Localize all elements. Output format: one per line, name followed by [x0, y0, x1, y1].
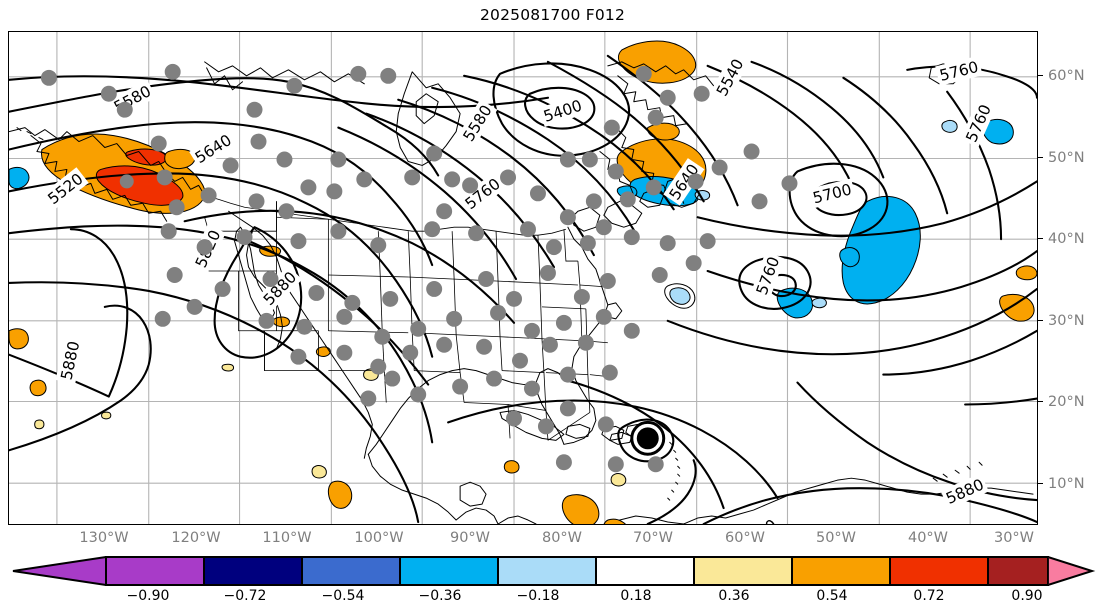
- cbar-label-4: −0.18: [516, 588, 560, 604]
- lat-tick-label-30n: 30°N: [1048, 313, 1085, 329]
- lat-tick-label-60n: 60°N: [1048, 68, 1085, 84]
- cbar-label-5: 0.18: [620, 588, 652, 604]
- cyclone-center-marker: [630, 420, 666, 456]
- lon-tick-label-30w: 30°W: [993, 530, 1035, 546]
- colorbar-segment-4: [399, 556, 499, 586]
- lon-tick-label-60w: 60°W: [724, 530, 766, 546]
- lon-tick-label-110w: 110°W: [262, 530, 312, 546]
- lon-tick-label-100w: 100°W: [354, 530, 404, 546]
- cbar-label-6: 0.36: [718, 588, 750, 604]
- lat-tick-label-40n: 40°N: [1048, 231, 1085, 247]
- lon-tick-label-40w: 40°W: [907, 530, 949, 546]
- lon-tick-label-70w: 70°W: [632, 530, 674, 546]
- colorbar-segment-10: [987, 556, 1049, 586]
- colorbar-segment-over: [1047, 556, 1096, 586]
- contour-label: 5880: [57, 339, 83, 381]
- page-title: 2025081700 F012: [479, 6, 626, 24]
- cbar-label-7: 0.54: [816, 588, 848, 604]
- cbar-label-9: 0.90: [1011, 588, 1043, 604]
- contour-label: 5540: [713, 56, 747, 99]
- colorbar-segment-under: [12, 556, 107, 586]
- lon-tick-label-120w: 120°W: [171, 530, 221, 546]
- lon-tick-label-130w: 130°W: [79, 530, 129, 546]
- lat-tick: [1038, 238, 1043, 240]
- lat-tick-label-20n: 20°N: [1048, 394, 1085, 410]
- cbar-label-0: −0.90: [126, 588, 170, 604]
- colorbar-segment-6: [595, 556, 695, 586]
- cbar-label-1: −0.72: [223, 588, 267, 604]
- colorbar-segment-8: [791, 556, 891, 586]
- colorbar-segment-5: [497, 556, 597, 586]
- cbar-label-8: 0.72: [913, 588, 945, 604]
- lat-tick: [1038, 401, 1043, 403]
- cbar-label-2: −0.54: [321, 588, 365, 604]
- colorbar-segment-2: [203, 556, 303, 586]
- colorbar[interactable]: [8, 556, 1097, 586]
- station-markers: [40, 63, 798, 473]
- lon-tick-label-80w: 80°W: [541, 530, 583, 546]
- colorbar-segment-3: [301, 556, 401, 586]
- lat-tick-label-50n: 50°N: [1048, 150, 1085, 166]
- colorbar-tick-labels: −0.90 −0.72 −0.54 −0.36 −0.18 0.18 0.36 …: [8, 586, 1097, 614]
- contour-label: 5580: [460, 102, 496, 145]
- map-plot-area[interactable]: 5580 5640 5520 5820 5880 5880 5580 5400 …: [8, 31, 1038, 525]
- lon-tick-label-90w: 90°W: [449, 530, 491, 546]
- lat-tick: [1038, 75, 1043, 77]
- lat-tick: [1038, 483, 1043, 485]
- map-canvas: 5580 5640 5520 5820 5880 5880 5580 5400 …: [9, 32, 1037, 524]
- cbar-label-3: −0.36: [418, 588, 462, 604]
- colorbar-segment-1: [105, 556, 205, 586]
- lat-tick: [1038, 157, 1043, 159]
- colorbar-segment-9: [889, 556, 989, 586]
- lon-tick-label-50w: 50°W: [815, 530, 857, 546]
- colorbar-segment-7: [693, 556, 793, 586]
- lat-tick: [1038, 320, 1043, 322]
- lat-tick-label-10n: 10°N: [1048, 476, 1085, 492]
- colorbar-canvas: [12, 556, 1096, 586]
